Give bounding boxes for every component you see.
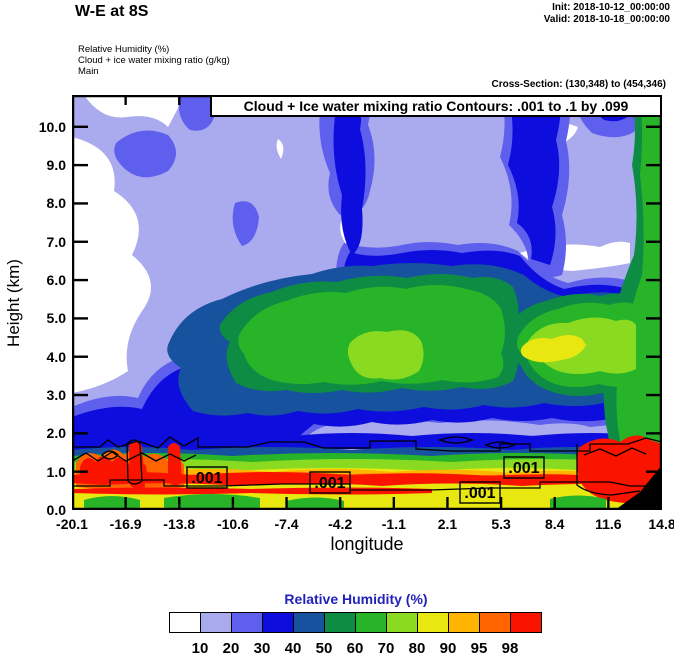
colorbar-cell-6 xyxy=(355,612,387,633)
colorbar-label-60: 60 xyxy=(346,640,364,657)
y-tick-label-4.0: 4.0 xyxy=(46,348,66,365)
x-tick-label--1.1: -1.1 xyxy=(381,516,406,532)
cloud-ice-contour-0 xyxy=(72,436,662,452)
cross-section-coordinates: Cross-Section: (130,348) to (454,346) xyxy=(491,79,666,90)
x-tick-label-8.4: 8.4 xyxy=(544,516,565,532)
x-tick-label--13.8: -13.8 xyxy=(163,516,196,532)
colorbar-cell-8 xyxy=(417,612,449,633)
y-tick-label-5.0: 5.0 xyxy=(46,310,66,327)
y-tick-label-7.0: 7.0 xyxy=(46,233,66,250)
rh-fill-region-1 xyxy=(84,95,184,127)
colorbar-label-30: 30 xyxy=(253,640,271,657)
colorbar xyxy=(169,612,542,633)
field-label-domain: Main xyxy=(78,66,99,77)
rh-fill-region-50 xyxy=(615,465,662,510)
rh-fill-region-3 xyxy=(276,139,284,159)
field-label-rh: Relative Humidity (%) xyxy=(78,44,170,55)
contour-label-2: .001 xyxy=(464,485,495,502)
rh-fill-region-43 xyxy=(72,472,662,486)
contour-label-box-3 xyxy=(503,456,545,479)
valid-time-label: Valid: 2018-10-18_00:00:00 xyxy=(543,14,670,25)
cloud-ice-contour-5 xyxy=(72,451,197,462)
rh-fill-region-47 xyxy=(164,494,260,510)
rh-fill-region-32 xyxy=(347,330,424,380)
colorbar-cell-3 xyxy=(262,612,294,633)
page-title: W-E at 8S xyxy=(75,3,149,20)
rh-fill-region-30 xyxy=(616,95,662,467)
x-axis-label: longitude xyxy=(330,534,404,554)
contour-range-title: Cloud + Ice water mixing ratio Contours:… xyxy=(210,95,662,117)
colorbar-cell-9 xyxy=(448,612,480,633)
rh-fill-region-22 xyxy=(72,433,662,453)
y-tick-label-10.0: 10.0 xyxy=(38,118,66,135)
colorbar-label-70: 70 xyxy=(377,640,395,657)
contour-label-1: .001 xyxy=(314,475,345,492)
cloud-ice-contour-3 xyxy=(101,439,143,485)
x-tick-label--10.6: -10.6 xyxy=(216,516,249,532)
x-tick-label-11.6: 11.6 xyxy=(595,516,622,532)
colorbar-cell-4 xyxy=(293,612,325,633)
y-tick-label-3.0: 3.0 xyxy=(46,387,66,404)
rh-fill-region-12 xyxy=(232,201,259,246)
colorbar-label-90: 90 xyxy=(439,640,457,657)
x-tick-label--20.1: -20.1 xyxy=(56,516,88,532)
contour-label-box-0 xyxy=(186,466,228,489)
rh-fill-region-49 xyxy=(550,495,606,510)
init-time-label: Init: 2018-10-12_00:00:00 xyxy=(552,2,670,13)
cloud-ice-contour-4 xyxy=(438,436,516,449)
colorbar-label-20: 20 xyxy=(222,640,240,657)
contour-label-box-1 xyxy=(309,471,351,494)
colorbar-label-80: 80 xyxy=(408,640,426,657)
x-tick-label--4.2: -4.2 xyxy=(328,516,353,532)
cloud-ice-contour-2 xyxy=(576,444,647,496)
x-tick-label--16.9: -16.9 xyxy=(109,516,142,532)
contour-label-box-2 xyxy=(459,481,501,504)
colorbar-label-40: 40 xyxy=(284,640,302,657)
y-tick-label-2.0: 2.0 xyxy=(46,425,66,442)
contour-label-0: .001 xyxy=(191,470,222,487)
colorbar-label-50: 50 xyxy=(315,640,333,657)
colorbar-label-95: 95 xyxy=(470,640,488,657)
rh-fill-region-11 xyxy=(178,95,215,131)
colorbar-label-98: 98 xyxy=(501,640,519,657)
colorbar-cell-7 xyxy=(386,612,418,633)
colorbar-cell-1 xyxy=(200,612,232,633)
field-label-cloudice: Cloud + ice water mixing ratio (g/kg) xyxy=(78,55,230,66)
rh-fill-region-35 xyxy=(520,335,586,363)
rh-fill-region-48 xyxy=(286,497,344,510)
colorbar-cell-5 xyxy=(324,612,356,633)
colorbar-cell-11 xyxy=(510,612,542,633)
y-tick-label-9.0: 9.0 xyxy=(46,157,66,174)
rh-fill-region-10 xyxy=(114,130,176,178)
contour-field: .001 .001 .001 .001 xyxy=(72,95,662,510)
contour-plot-area: .001 .001 .001 .001 xyxy=(72,95,662,510)
x-tick-label--7.4: -7.4 xyxy=(274,516,299,532)
x-tick-label-5.3: 5.3 xyxy=(491,516,511,532)
colorbar-cell-2 xyxy=(231,612,263,633)
x-tick-label-14.8: 14.8 xyxy=(648,516,674,532)
y-tick-label-1.0: 1.0 xyxy=(46,463,66,480)
contour-label-3: .001 xyxy=(508,460,539,477)
y-tick-label-6.0: 6.0 xyxy=(46,272,66,289)
y-tick-label-8.0: 8.0 xyxy=(46,195,66,212)
rh-fill-region-20 xyxy=(508,100,561,265)
colorbar-label-10: 10 xyxy=(191,640,209,657)
rh-fill-region-19 xyxy=(333,108,366,255)
y-tick-label-0.0: 0.0 xyxy=(46,502,66,518)
colorbar-cell-10 xyxy=(479,612,511,633)
colorbar-cell-0 xyxy=(169,612,201,633)
rh-fill-region-2 xyxy=(72,137,151,393)
y-axis-label: Height (km) xyxy=(4,259,23,347)
colorbar-title: Relative Humidity (%) xyxy=(284,591,428,607)
x-tick-label-2.1: 2.1 xyxy=(437,516,458,532)
